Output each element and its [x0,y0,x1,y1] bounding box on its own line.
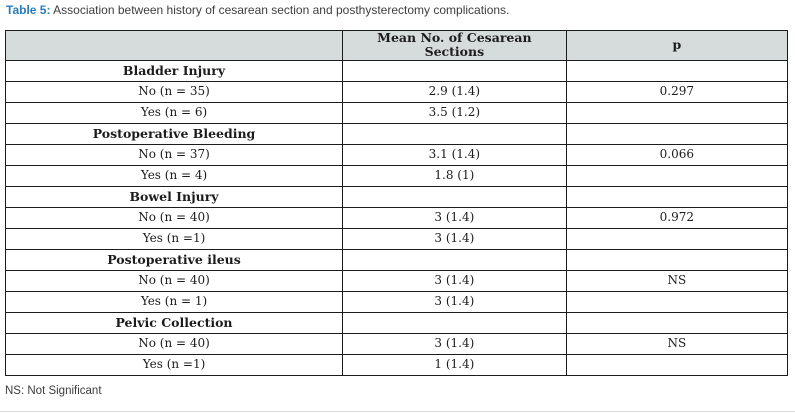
section-name: Bladder Injury [4,59,344,82]
column-header-mean: Mean No. of Cesarean Sections [342,30,567,61]
p-value: 0.297 [565,80,789,103]
mean-value: 3.5 (1.2) [342,101,567,124]
p-value: NS [565,269,789,292]
page-divider [0,411,795,412]
empty-cell [342,122,567,145]
p-value: NS [565,332,789,355]
p-value: 0.066 [565,143,789,166]
data-row: No (n = 40) 3 (1.4) 0.972 [4,206,789,229]
section-row: Pelvic Collection [4,311,789,334]
header-row: Mean No. of Cesarean Sections p [4,30,789,61]
mean-value: 3 (1.4) [342,227,567,250]
p-value [565,164,789,187]
association-table: Mean No. of Cesarean Sections p Bladder … [4,30,789,376]
empty-cell [565,185,789,208]
data-row: Yes (n = 4) 1.8 (1) [4,164,789,187]
section-name: Postoperative Bleeding [4,122,344,145]
row-label: No (n = 40) [4,269,344,292]
section-row: Postoperative Bleeding [4,122,789,145]
mean-value: 2.9 (1.4) [342,80,567,103]
section-name: Postoperative ileus [4,248,344,271]
p-value [565,353,789,376]
row-label: No (n = 35) [4,80,344,103]
data-row: Yes (n =1) 1 (1.4) [4,353,789,376]
mean-value: 3 (1.4) [342,290,567,313]
empty-cell [565,311,789,334]
section-name: Bowel Injury [4,185,344,208]
empty-cell [342,59,567,82]
data-row: No (n = 35) 2.9 (1.4) 0.297 [4,80,789,103]
empty-cell [342,248,567,271]
section-name: Pelvic Collection [4,311,344,334]
empty-cell [565,122,789,145]
data-row: No (n = 37) 3.1 (1.4) 0.066 [4,143,789,166]
row-label: Yes (n = 4) [4,164,344,187]
data-row: Yes (n = 6) 3.5 (1.2) [4,101,789,124]
column-header-variable [4,30,344,61]
table-caption-label: Table 5: [6,3,51,17]
data-row: Yes (n =1) 3 (1.4) [4,227,789,250]
table-caption-text: Association between history of cesarean … [50,3,510,17]
mean-value: 1 (1.4) [342,353,567,376]
mean-value: 3 (1.4) [342,206,567,229]
section-row: Bowel Injury [4,185,789,208]
empty-cell [565,59,789,82]
row-label: Yes (n =1) [4,227,344,250]
p-value [565,227,789,250]
row-label: No (n = 37) [4,143,344,166]
row-label: Yes (n =1) [4,353,344,376]
table-footnote: NS: Not Significant [5,384,102,397]
data-row: No (n = 40) 3 (1.4) NS [4,332,789,355]
mean-value: 1.8 (1) [342,164,567,187]
mean-value: 3 (1.4) [342,269,567,292]
empty-cell [565,248,789,271]
row-label: No (n = 40) [4,332,344,355]
p-value [565,290,789,313]
page: Table 5: Association between history of … [4,3,789,397]
column-header-p: p [565,30,789,61]
data-row: No (n = 40) 3 (1.4) NS [4,269,789,292]
empty-cell [342,185,567,208]
row-label: Yes (n = 1) [4,290,344,313]
data-row: Yes (n = 1) 3 (1.4) [4,290,789,313]
section-row: Bladder Injury [4,59,789,82]
section-row: Postoperative ileus [4,248,789,271]
row-label: No (n = 40) [4,206,344,229]
mean-value: 3.1 (1.4) [342,143,567,166]
table-caption: Table 5: Association between history of … [5,3,789,18]
mean-value: 3 (1.4) [342,332,567,355]
row-label: Yes (n = 6) [4,101,344,124]
p-value: 0.972 [565,206,789,229]
empty-cell [342,311,567,334]
p-value [565,101,789,124]
